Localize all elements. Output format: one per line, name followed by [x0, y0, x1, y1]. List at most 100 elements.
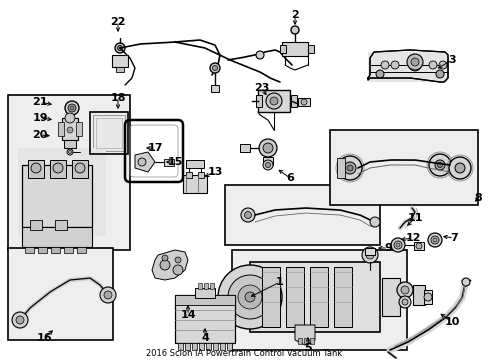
Text: 14: 14	[180, 310, 195, 320]
Circle shape	[227, 275, 271, 319]
Circle shape	[410, 58, 418, 66]
Bar	[25, 247, 34, 253]
Text: 3: 3	[447, 55, 455, 65]
Text: 8: 8	[473, 193, 481, 203]
Bar	[226, 343, 231, 350]
Text: 13: 13	[207, 167, 222, 177]
Circle shape	[269, 97, 278, 105]
Circle shape	[435, 70, 443, 78]
Text: 1: 1	[276, 277, 284, 287]
Bar	[210, 85, 219, 92]
Bar	[249, 262, 379, 332]
Bar	[183, 175, 206, 193]
Circle shape	[162, 255, 168, 261]
Text: 7: 7	[449, 233, 457, 243]
Circle shape	[16, 316, 24, 324]
Circle shape	[265, 93, 282, 109]
Bar	[30, 220, 42, 230]
Text: 18: 18	[110, 93, 125, 103]
Text: 11: 11	[407, 213, 422, 223]
Circle shape	[75, 163, 85, 173]
Circle shape	[343, 162, 355, 174]
Bar	[412, 285, 424, 305]
Circle shape	[432, 238, 436, 242]
Bar	[58, 122, 64, 136]
Circle shape	[337, 156, 361, 180]
Bar	[423, 290, 431, 304]
Bar	[77, 247, 86, 253]
Bar	[297, 98, 309, 106]
Bar	[185, 172, 192, 178]
Bar	[199, 343, 203, 350]
Circle shape	[53, 163, 63, 173]
Polygon shape	[152, 250, 187, 280]
Bar	[90, 112, 128, 154]
Circle shape	[175, 257, 181, 263]
Text: 10: 10	[444, 317, 459, 327]
Text: 20: 20	[32, 130, 48, 140]
Circle shape	[65, 101, 79, 115]
Circle shape	[408, 59, 420, 71]
Circle shape	[406, 54, 422, 70]
Polygon shape	[367, 52, 447, 82]
Bar	[258, 90, 289, 112]
Bar	[280, 45, 285, 53]
Bar	[64, 140, 76, 148]
Text: 6: 6	[285, 173, 293, 183]
Circle shape	[390, 61, 398, 69]
Text: 19: 19	[32, 113, 48, 123]
Circle shape	[218, 265, 282, 329]
Bar	[8, 248, 113, 340]
Circle shape	[68, 150, 71, 153]
Bar	[22, 227, 92, 247]
Bar	[297, 338, 302, 344]
Bar	[290, 95, 296, 107]
Bar	[240, 144, 249, 152]
Circle shape	[400, 286, 408, 294]
Text: 2: 2	[290, 10, 298, 20]
Circle shape	[70, 106, 74, 110]
Bar	[369, 52, 447, 80]
Circle shape	[259, 139, 276, 157]
Circle shape	[454, 163, 464, 173]
Circle shape	[100, 287, 116, 303]
Bar	[76, 122, 82, 136]
Circle shape	[361, 247, 377, 263]
Bar	[304, 338, 307, 344]
Circle shape	[244, 292, 254, 302]
Text: 23: 23	[254, 83, 269, 93]
Bar	[309, 267, 327, 327]
Circle shape	[380, 61, 388, 69]
Circle shape	[398, 296, 410, 308]
Bar	[333, 267, 351, 327]
Bar	[195, 288, 215, 298]
Circle shape	[401, 299, 407, 305]
Circle shape	[427, 233, 441, 247]
Bar	[231, 250, 406, 350]
Bar	[50, 160, 66, 178]
Circle shape	[138, 158, 146, 166]
Circle shape	[434, 160, 444, 170]
Bar	[381, 278, 399, 316]
Circle shape	[244, 211, 251, 219]
Circle shape	[160, 260, 170, 270]
Circle shape	[415, 243, 421, 249]
Bar	[55, 220, 67, 230]
Bar	[307, 45, 313, 53]
Bar	[163, 159, 174, 166]
Bar	[364, 248, 374, 255]
Text: 16: 16	[37, 333, 53, 343]
Bar	[62, 118, 78, 140]
Circle shape	[438, 61, 446, 69]
Text: 4: 4	[201, 333, 208, 343]
Circle shape	[428, 154, 450, 176]
Circle shape	[369, 217, 379, 227]
Bar	[96, 118, 122, 148]
Bar	[93, 115, 125, 151]
Bar	[72, 160, 88, 178]
Bar	[184, 343, 190, 350]
Circle shape	[238, 285, 262, 309]
Bar	[18, 148, 106, 236]
Circle shape	[212, 66, 217, 71]
Circle shape	[393, 241, 401, 249]
